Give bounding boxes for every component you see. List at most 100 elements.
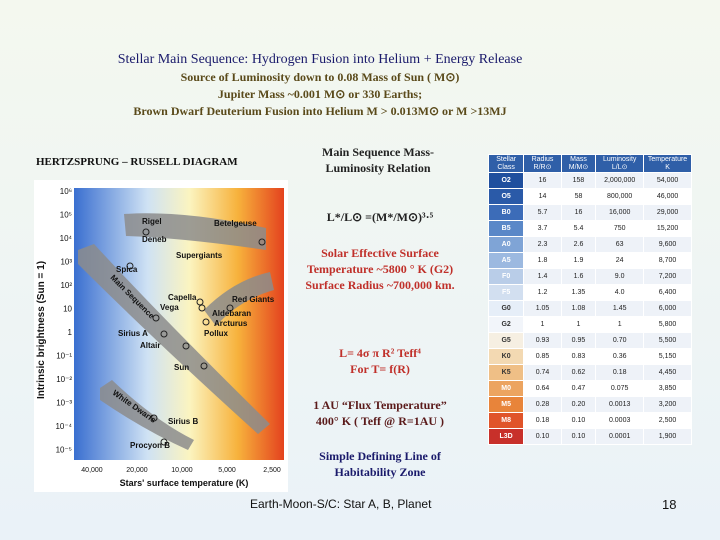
cell-temperature: 7,200	[643, 268, 692, 286]
habitability-text: Simple Defining Line of Habitability Zon…	[319, 449, 441, 480]
cell-class: K0	[487, 348, 525, 366]
cell-temperature: 3,200	[643, 396, 692, 414]
cell-mass: 1	[560, 316, 597, 334]
table-row: B5 3.7 5.4 750 15,200	[487, 220, 692, 238]
hr-y-tick: 10³	[60, 258, 72, 267]
cell-radius: 1	[523, 316, 562, 334]
hr-diagram-label: HERTZSPRUNG – RUSSELL DIAGRAM	[36, 156, 238, 168]
cell-class: O5	[487, 188, 525, 206]
star-label-altair: Altair	[140, 341, 160, 350]
cell-mass: 58	[560, 188, 597, 206]
cell-mass: 2.6	[560, 236, 597, 254]
cell-temperature: 5,500	[643, 332, 692, 350]
cell-luminosity: 2,000,000	[595, 172, 645, 190]
cell-luminosity: 0.36	[595, 348, 645, 366]
cell-radius: 0.93	[523, 332, 562, 350]
hr-x-tick: 20,000	[126, 467, 148, 474]
cell-class: F0	[487, 268, 525, 286]
cell-temperature: 2,500	[643, 412, 692, 430]
stellar-class-table: Stellar Class Radius R/R⊙ Mass M/M⊙ Lumi…	[487, 153, 692, 446]
cell-temperature: 46,000	[643, 188, 692, 206]
cell-luminosity: 1.45	[595, 300, 645, 318]
flux-temperature-text: 1 AU “Flux Temperature” 400° K ( Teff @ …	[300, 397, 460, 429]
table-row: G2 1 1 1 5,800	[487, 316, 692, 334]
cell-luminosity: 1	[595, 316, 645, 334]
cell-radius: 5.7	[523, 204, 562, 222]
table-row: O2 16 158 2,000,000 54,000	[487, 172, 692, 190]
footer-text: Earth-Moon-S/C: Star A, B, Planet	[250, 497, 432, 511]
cell-temperature: 29,000	[643, 204, 692, 222]
hr-y-axis-label: Intrinsic brightness (Sun = 1)	[36, 261, 47, 399]
cell-luminosity: 0.70	[595, 332, 645, 350]
cell-temperature: 1,900	[643, 428, 692, 446]
cell-radius: 0.28	[523, 396, 562, 414]
table-row: O5 14 58 800,000 46,000	[487, 188, 692, 206]
cell-temperature: 4,450	[643, 364, 692, 382]
cell-luminosity: 63	[595, 236, 645, 254]
star-label-betelgeuse: Betelgeuse	[214, 219, 257, 228]
cell-mass: 0.83	[560, 348, 597, 366]
hr-y-tick: 10⁴	[60, 234, 73, 243]
hr-x-tick: 5,000	[218, 467, 236, 474]
table-header-class: Stellar Class	[487, 153, 525, 174]
cell-radius: 1.05	[523, 300, 562, 318]
cell-class: M5	[487, 396, 525, 414]
cell-mass: 0.95	[560, 332, 597, 350]
cell-temperature: 6,400	[643, 284, 692, 302]
supergiants-band	[124, 213, 266, 250]
cell-radius: 3.7	[523, 220, 562, 238]
star-label-deneb: Deneb	[142, 235, 167, 244]
giants-band	[204, 272, 274, 326]
star-label-arcturus: Arcturus	[214, 319, 248, 328]
hr-x-axis-label: Stars' surface temperature (K)	[120, 478, 249, 488]
hr-y-tick: 10²	[60, 281, 72, 290]
star-label-procyon-b: Procyon B	[130, 441, 170, 450]
star-label-sirius-b: Sirius B	[168, 417, 198, 426]
subtitle-line-1: Source of Luminosity down to 0.08 Mass o…	[180, 70, 460, 84]
cell-class: G2	[487, 316, 525, 334]
hr-y-tick: 10⁵	[60, 211, 72, 220]
table-row: A0 2.3 2.6 63 9,600	[487, 236, 692, 254]
star-label-capella: Capella	[168, 293, 197, 302]
cell-radius: 0.64	[523, 380, 562, 398]
table-header-temperature: Temperature K	[643, 153, 692, 174]
table-header-luminosity: Luminosity L/L⊙	[595, 153, 645, 174]
cell-radius: 0.85	[523, 348, 562, 366]
subtitle-line-3: Brown Dwarf Deuterium Fusion into Helium…	[133, 104, 507, 118]
cell-luminosity: 0.0001	[595, 428, 645, 446]
cell-mass: 0.10	[560, 428, 597, 446]
flux-temperature-line-2: 400° K ( Teff @ R=1AU )	[315, 414, 445, 429]
cell-class: A0	[487, 236, 525, 254]
table-row: K0 0.85 0.83 0.36 5,150	[487, 348, 692, 366]
hr-y-tick: 10⁻⁵	[56, 446, 72, 455]
white-dwarfs-band	[100, 380, 194, 450]
star-label-rigel: Rigel	[142, 217, 162, 226]
table-row: M8 0.18 0.10 0.0003 2,500	[487, 412, 692, 430]
table-row: B0 5.7 16 16,000 29,000	[487, 204, 692, 222]
cell-radius: 14	[523, 188, 562, 206]
cell-temperature: 54,000	[643, 172, 692, 190]
hr-y-tick: 10	[63, 305, 72, 314]
cell-mass: 0.10	[560, 412, 597, 430]
main-sequence-band	[78, 244, 270, 434]
hr-y-tick: 10⁶	[60, 187, 72, 196]
table-row: G5 0.93 0.95 0.70 5,500	[487, 332, 692, 350]
cell-radius: 1.4	[523, 268, 562, 286]
star-label-pollux: Pollux	[204, 329, 229, 338]
cell-mass: 5.4	[560, 220, 597, 238]
cell-temperature: 5,150	[643, 348, 692, 366]
table-row: M0 0.64 0.47 0.075 3,850	[487, 380, 692, 398]
cell-class: B0	[487, 204, 525, 222]
hr-y-tick: 1	[68, 328, 73, 337]
cell-mass: 1.6	[560, 268, 597, 286]
cell-mass: 16	[560, 204, 597, 222]
cell-temperature: 8,700	[643, 252, 692, 270]
subtitle-line-2: Jupiter Mass ~0.001 M⊙ or 330 Earths;	[217, 87, 423, 101]
cell-temperature: 3,850	[643, 380, 692, 398]
luminosity-formula: L= 4σ π R² Teff⁴ For T= f(R)	[300, 345, 460, 377]
star-label-aldebaran: Aldebaran	[212, 309, 251, 318]
luminosity-formula-line-2: For T= f(R)	[350, 362, 410, 377]
star-label-spica: Spica	[116, 265, 138, 274]
cell-class: G5	[487, 332, 525, 350]
cell-luminosity: 9.0	[595, 268, 645, 286]
